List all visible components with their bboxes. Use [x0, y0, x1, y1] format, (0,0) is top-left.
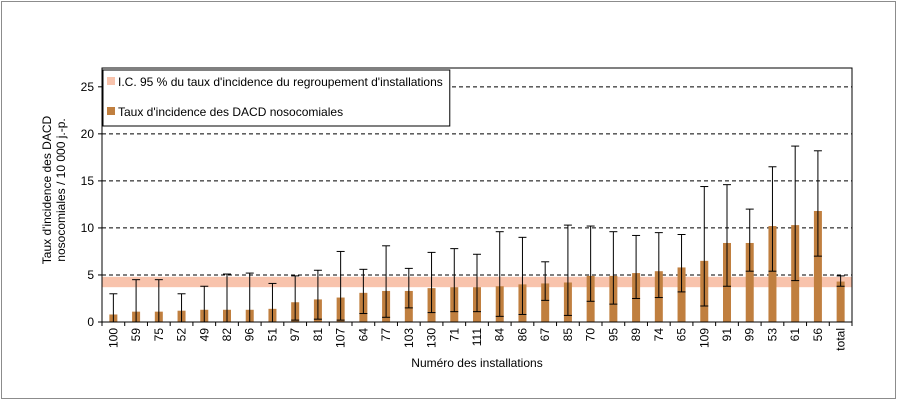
x-tick-label-74: 74 [652, 328, 666, 342]
axes-layer [98, 67, 853, 326]
x-tick-label-75: 75 [152, 328, 166, 342]
x-tick-label-64: 64 [356, 328, 370, 342]
x-tick-label-71: 71 [447, 328, 461, 342]
x-tick-label-103: 103 [402, 328, 416, 348]
legend-bar-label: Taux d'incidence des DACD nosocomiales [118, 105, 343, 119]
legend-band-label: I.C. 95 % du taux d'incidence du regroup… [118, 75, 443, 89]
x-tick-label-77: 77 [379, 328, 393, 342]
bar-53 [768, 226, 777, 322]
y-tick-label-15: 15 [81, 174, 95, 188]
legend-bar-swatch [107, 107, 115, 115]
x-tick-label-107: 107 [334, 328, 348, 348]
x-tick-label-109: 109 [697, 328, 711, 348]
y-tick-label-5: 5 [87, 268, 94, 282]
legend-box [102, 69, 451, 127]
x-tick-label-89: 89 [629, 328, 643, 342]
x-tick-label-65: 65 [675, 328, 689, 342]
x-tick-label-91: 91 [720, 328, 734, 342]
x-tick-label-84: 84 [493, 328, 507, 342]
x-tick-label-81: 81 [311, 328, 325, 342]
x-tick-label-53: 53 [765, 328, 779, 342]
x-tick-label-85: 85 [561, 328, 575, 342]
bar-99 [745, 242, 754, 322]
x-tick-label-67: 67 [538, 328, 552, 342]
x-tick-label-100: 100 [106, 328, 120, 348]
plot-border [101, 67, 853, 323]
bar-56 [813, 210, 822, 322]
y-tick-label-25: 25 [81, 80, 95, 94]
y-axis-title-line1: Taux d'incidence des DACD [40, 115, 54, 264]
error-bars-layer [109, 145, 845, 323]
x-tick-label-99: 99 [743, 328, 757, 342]
x-tick-label-96: 96 [243, 328, 257, 342]
bar-67 [541, 283, 550, 322]
y-tick-label-0: 0 [87, 315, 94, 329]
y-tick-label-10: 10 [81, 221, 95, 235]
x-tick-label-82: 82 [220, 328, 234, 342]
y-axis-title-line2: nosocomiales / 10 000 j.-p. [54, 118, 68, 261]
x-tick-label-70: 70 [584, 328, 598, 342]
x-tick-label-95: 95 [606, 328, 620, 342]
bar-total [836, 281, 845, 322]
x-tick-label-130: 130 [425, 328, 439, 348]
x-axis-title: Numéro des installations [411, 356, 542, 370]
x-tick-label-56: 56 [811, 328, 825, 342]
legend-band-swatch [107, 77, 115, 85]
x-tick-labels: 100 59 75 52 49 82 96 51 97 81 107 64 77 103 130 71 111 8… [106, 328, 847, 351]
x-tick-label-86: 86 [515, 328, 529, 342]
x-tick-label-61: 61 [788, 328, 802, 342]
x-tick-label-52: 52 [175, 328, 189, 342]
y-tick-labels: 0 5 10 15 20 25 [81, 80, 95, 329]
legend: I.C. 95 % du taux d'incidence du regroup… [107, 75, 443, 119]
x-tick-label-total: total [834, 328, 848, 351]
x-tick-label-49: 49 [197, 328, 211, 342]
bar-65 [677, 267, 686, 322]
y-tick-label-20: 20 [81, 127, 95, 141]
x-tick-label-111: 111 [470, 328, 484, 347]
x-tick-label-97: 97 [288, 328, 302, 342]
x-tick-label-51: 51 [265, 328, 279, 342]
x-tick-label-59: 59 [129, 328, 143, 342]
